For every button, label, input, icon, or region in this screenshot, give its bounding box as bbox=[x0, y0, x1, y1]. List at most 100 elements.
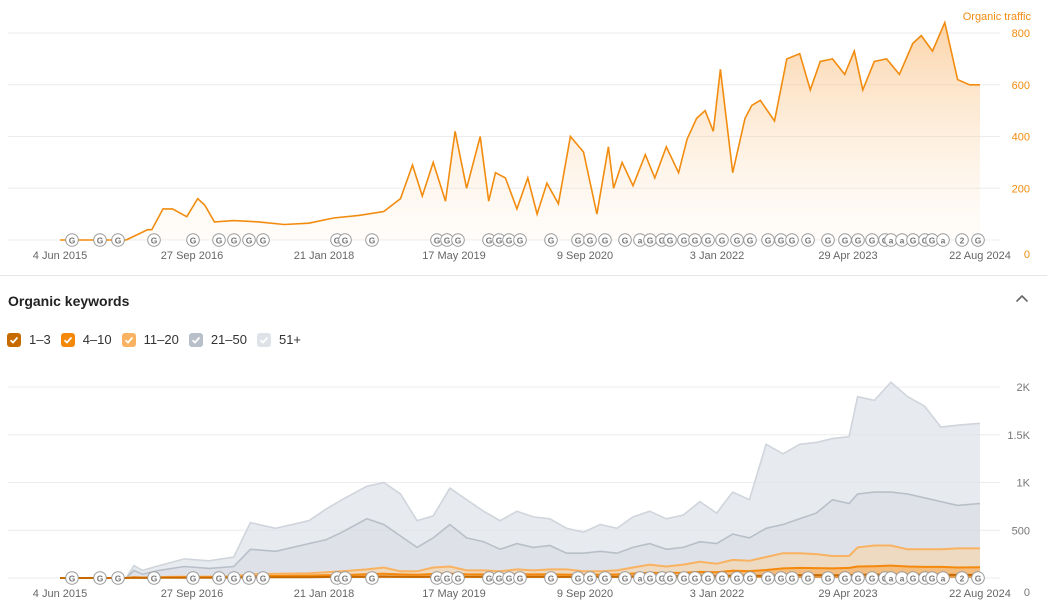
event-marker[interactable]: 2 bbox=[955, 571, 969, 585]
event-marker[interactable]: G bbox=[147, 233, 161, 247]
event-marker[interactable]: G bbox=[544, 571, 558, 585]
event-marker[interactable]: G bbox=[743, 233, 757, 247]
svg-text:G: G bbox=[575, 235, 582, 245]
event-marker[interactable]: G bbox=[785, 233, 799, 247]
checkbox-checked-icon[interactable] bbox=[121, 332, 136, 347]
event-marker[interactable]: G bbox=[715, 571, 729, 585]
event-marker[interactable]: G bbox=[93, 571, 107, 585]
legend-item-11-20[interactable]: 11–20 bbox=[121, 332, 179, 347]
svg-text:G: G bbox=[444, 573, 451, 583]
event-marker[interactable]: G bbox=[643, 571, 657, 585]
event-marker[interactable]: G bbox=[865, 571, 879, 585]
event-marker[interactable]: G bbox=[821, 571, 835, 585]
event-marker[interactable]: G bbox=[761, 233, 775, 247]
event-marker[interactable]: G bbox=[785, 571, 799, 585]
series-area-21–50 bbox=[60, 492, 980, 578]
event-marker[interactable]: G bbox=[93, 233, 107, 247]
event-marker[interactable]: G bbox=[688, 571, 702, 585]
event-marker[interactable]: G bbox=[111, 571, 125, 585]
event-marker[interactable]: G bbox=[65, 233, 79, 247]
event-marker[interactable]: G bbox=[242, 233, 256, 247]
event-marker[interactable]: G bbox=[618, 571, 632, 585]
checkbox-checked-icon[interactable] bbox=[256, 332, 271, 347]
event-marker[interactable]: G bbox=[715, 233, 729, 247]
event-marker[interactable]: G bbox=[730, 233, 744, 247]
event-marker[interactable]: G bbox=[365, 571, 379, 585]
event-marker[interactable]: G bbox=[701, 233, 715, 247]
event-marker[interactable]: G bbox=[925, 571, 939, 585]
svg-text:G: G bbox=[778, 235, 785, 245]
event-marker[interactable]: G bbox=[925, 233, 939, 247]
event-marker[interactable]: G bbox=[186, 571, 200, 585]
event-marker[interactable]: G bbox=[730, 571, 744, 585]
event-marker[interactable]: G bbox=[663, 233, 677, 247]
collapse-chevron-up-icon[interactable] bbox=[1014, 291, 1030, 307]
event-marker[interactable]: G bbox=[801, 571, 815, 585]
legend-item-21-50[interactable]: 21–50 bbox=[188, 332, 247, 347]
event-marker[interactable]: G bbox=[701, 571, 715, 585]
checkbox-checked-icon[interactable] bbox=[7, 332, 21, 347]
checkbox-checked-icon[interactable] bbox=[60, 332, 75, 347]
event-marker[interactable]: G bbox=[186, 233, 200, 247]
event-marker[interactable]: G bbox=[801, 233, 815, 247]
event-marker[interactable]: G bbox=[65, 571, 79, 585]
event-marker[interactable]: G bbox=[440, 571, 454, 585]
event-marker[interactable]: G bbox=[513, 571, 527, 585]
event-marker[interactable]: G bbox=[761, 571, 775, 585]
event-marker[interactable]: G bbox=[571, 571, 585, 585]
event-marker[interactable]: G bbox=[338, 571, 352, 585]
y-tick-label: 600 bbox=[1012, 80, 1030, 92]
svg-text:G: G bbox=[455, 235, 462, 245]
event-marker[interactable]: G bbox=[451, 571, 465, 585]
event-marker[interactable]: G bbox=[688, 233, 702, 247]
event-marker[interactable]: G bbox=[971, 233, 985, 247]
event-marker[interactable]: G bbox=[227, 233, 241, 247]
event-marker[interactable]: G bbox=[971, 571, 985, 585]
event-marker[interactable]: G bbox=[838, 571, 852, 585]
event-marker[interactable]: G bbox=[212, 233, 226, 247]
legend-item-4-10[interactable]: 4–10 bbox=[60, 332, 112, 347]
event-marker[interactable]: G bbox=[242, 571, 256, 585]
event-marker[interactable]: G bbox=[851, 571, 865, 585]
event-marker[interactable]: G bbox=[851, 233, 865, 247]
legend-item-1-3[interactable]: 1–3 bbox=[7, 332, 51, 347]
event-marker[interactable]: G bbox=[838, 233, 852, 247]
x-tick-label: 27 Sep 2016 bbox=[161, 588, 223, 600]
event-marker[interactable]: G bbox=[571, 233, 585, 247]
event-marker[interactable]: G bbox=[643, 233, 657, 247]
event-marker[interactable]: G bbox=[583, 233, 597, 247]
event-marker[interactable]: G bbox=[147, 571, 161, 585]
event-marker[interactable]: a bbox=[633, 571, 647, 585]
event-marker[interactable]: G bbox=[906, 233, 920, 247]
event-marker[interactable]: G bbox=[598, 571, 612, 585]
event-marker[interactable]: G bbox=[906, 571, 920, 585]
event-marker[interactable]: G bbox=[256, 571, 270, 585]
event-marker[interactable]: G bbox=[618, 233, 632, 247]
event-marker[interactable]: G bbox=[544, 233, 558, 247]
event-marker[interactable]: 2 bbox=[955, 233, 969, 247]
event-marker[interactable]: G bbox=[440, 233, 454, 247]
svg-text:G: G bbox=[496, 235, 503, 245]
event-marker[interactable]: G bbox=[451, 233, 465, 247]
event-marker[interactable]: G bbox=[743, 571, 757, 585]
event-marker[interactable]: G bbox=[598, 233, 612, 247]
svg-text:G: G bbox=[342, 573, 349, 583]
legend-item-51-plus[interactable]: 51+ bbox=[256, 332, 301, 347]
event-marker[interactable]: G bbox=[513, 233, 527, 247]
event-marker[interactable]: G bbox=[338, 233, 352, 247]
event-marker[interactable]: a bbox=[936, 233, 950, 247]
event-marker[interactable]: G bbox=[492, 571, 506, 585]
event-marker[interactable]: G bbox=[365, 233, 379, 247]
event-marker[interactable]: G bbox=[256, 233, 270, 247]
event-marker[interactable]: G bbox=[865, 233, 879, 247]
event-marker[interactable]: G bbox=[821, 233, 835, 247]
checkbox-checked-icon[interactable] bbox=[188, 332, 203, 347]
event-marker[interactable]: a bbox=[936, 571, 950, 585]
event-marker[interactable]: G bbox=[583, 571, 597, 585]
event-marker[interactable]: G bbox=[663, 571, 677, 585]
event-marker[interactable]: G bbox=[227, 571, 241, 585]
event-marker[interactable]: G bbox=[212, 571, 226, 585]
event-marker[interactable]: G bbox=[111, 233, 125, 247]
